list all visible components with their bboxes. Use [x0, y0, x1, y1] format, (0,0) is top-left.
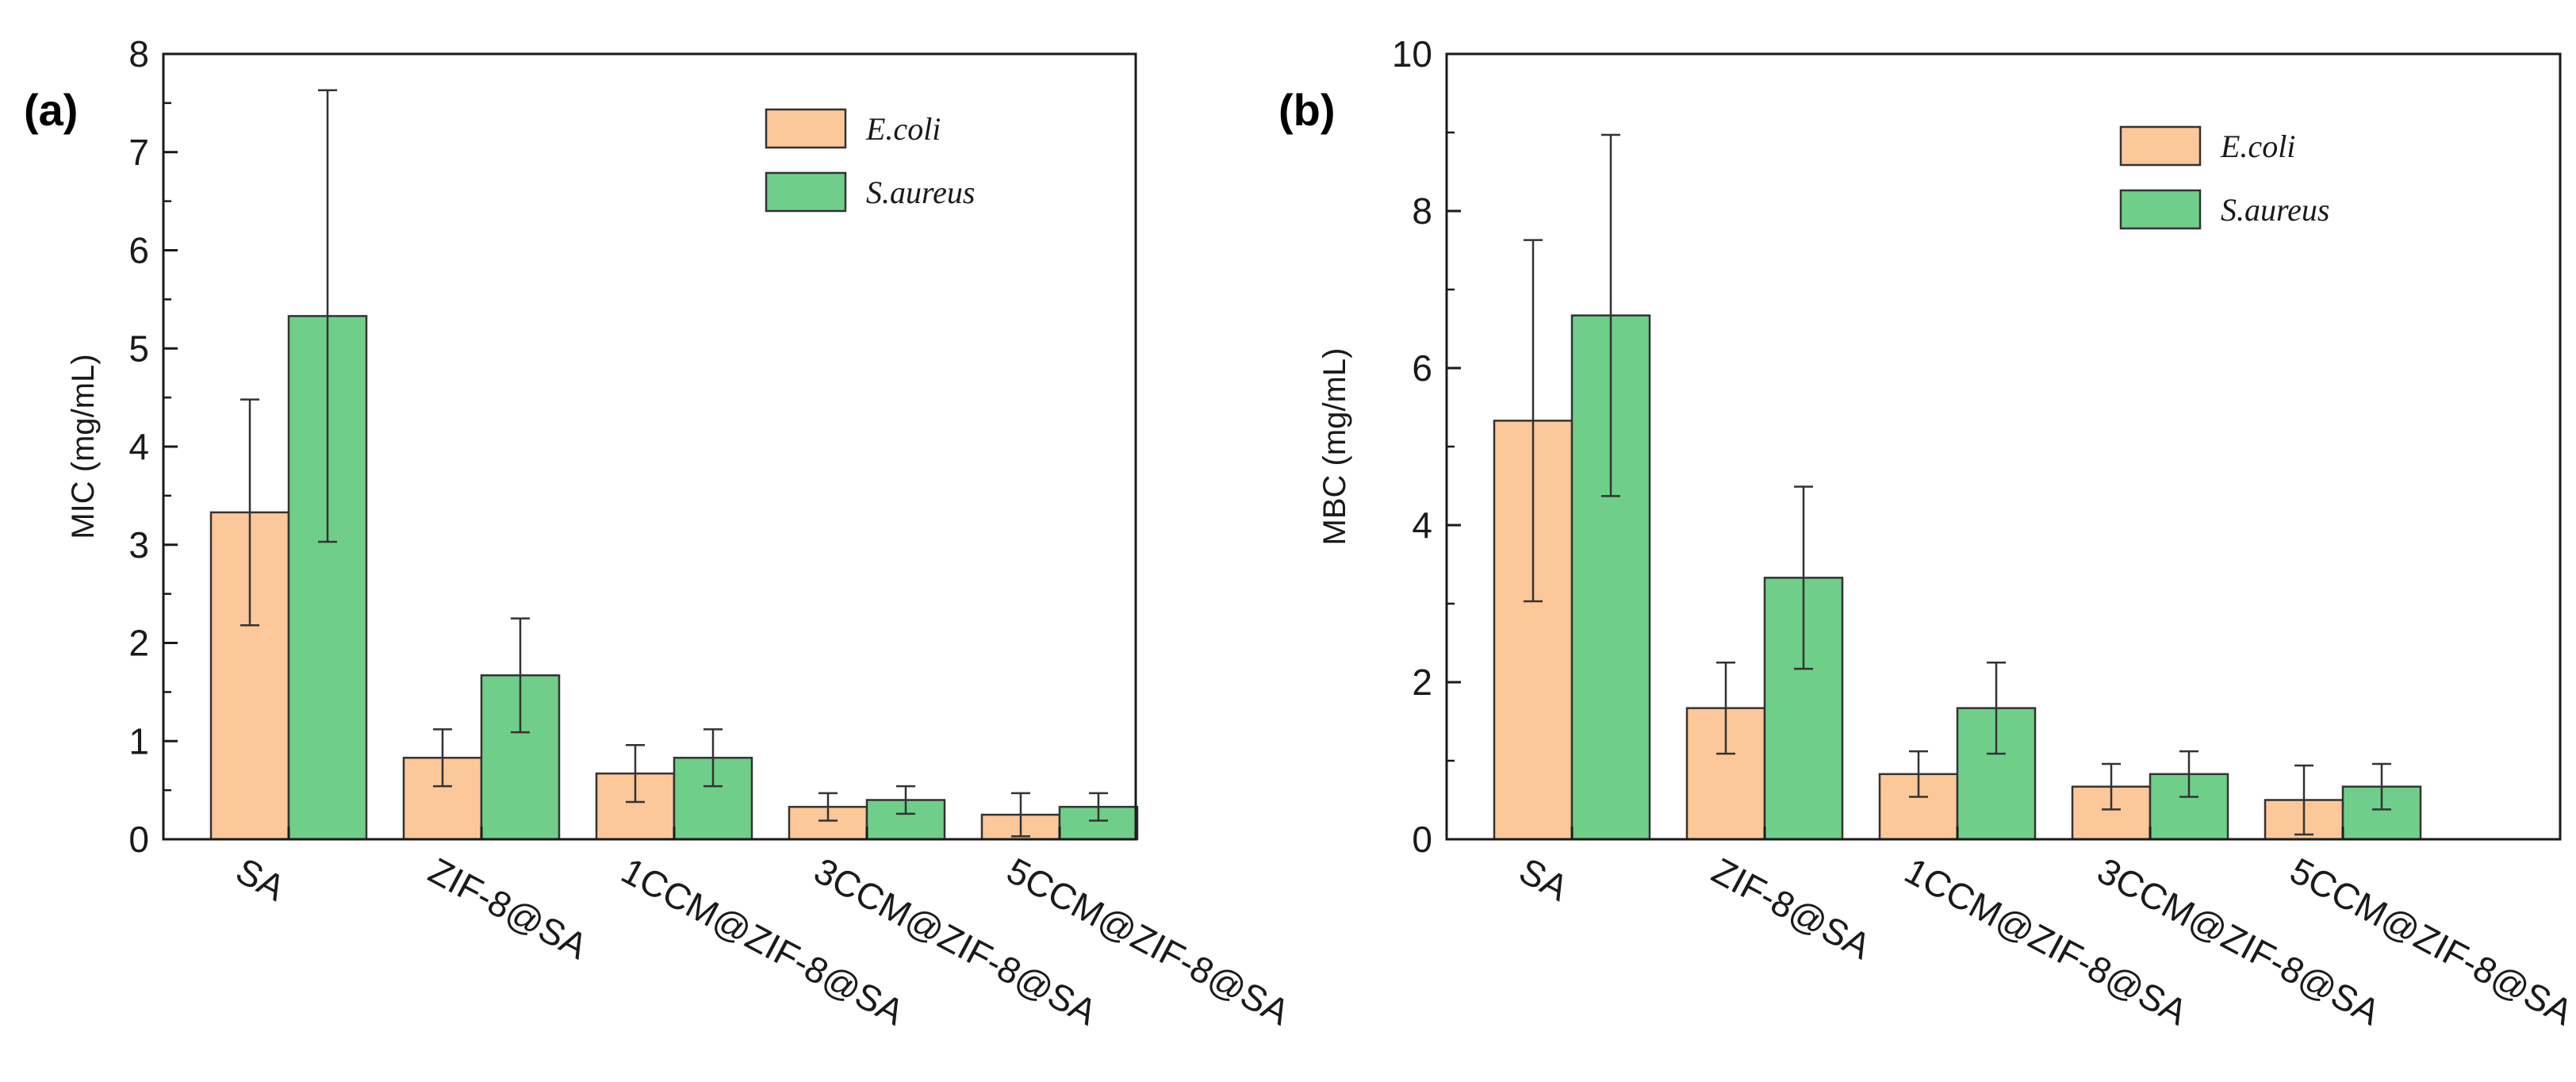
legend-label-saureus: S.aureus: [2221, 192, 2329, 228]
y-tick-label: 3: [128, 524, 149, 566]
y-tick-label: 0: [128, 819, 149, 860]
panel-label: (b): [1278, 85, 1336, 135]
y-tick-label: 0: [1412, 819, 1432, 860]
legend-swatch-saureus: [2119, 189, 2202, 230]
x-category-label: SA: [1512, 850, 1575, 909]
legend-swatch-saureus: [765, 171, 847, 213]
legend-label-ecoli: E.coli: [2220, 129, 2295, 164]
y-axis-title: MIC (mg/mL): [66, 354, 101, 539]
y-tick-label: 1: [128, 720, 149, 762]
legend-label-saureus: S.aureus: [866, 175, 975, 210]
x-category-label: ZIF-8@SA: [1705, 850, 1877, 967]
x-category-label: ZIF-8@SA: [422, 850, 594, 967]
y-tick-label: 8: [128, 33, 149, 75]
y-tick-label: 7: [128, 132, 149, 173]
y-tick-label: 10: [1392, 33, 1432, 75]
panel-label: (a): [24, 85, 78, 135]
y-tick-label: 2: [128, 623, 149, 664]
y-axis-title: MBC (mg/mL): [1317, 348, 1352, 546]
y-tick-label: 5: [128, 328, 149, 369]
legend-label-ecoli: E.coli: [865, 111, 941, 147]
legend-swatch-ecoli: [2119, 125, 2202, 167]
legend-swatch-ecoli: [765, 108, 847, 149]
y-tick-label: 6: [1412, 347, 1432, 389]
y-tick-label: 6: [128, 230, 149, 271]
y-tick-label: 4: [128, 426, 149, 467]
y-tick-label: 2: [1412, 662, 1432, 703]
x-category-label: SA: [229, 850, 292, 909]
y-tick-label: 4: [1412, 505, 1432, 546]
y-tick-label: 8: [1412, 190, 1432, 232]
